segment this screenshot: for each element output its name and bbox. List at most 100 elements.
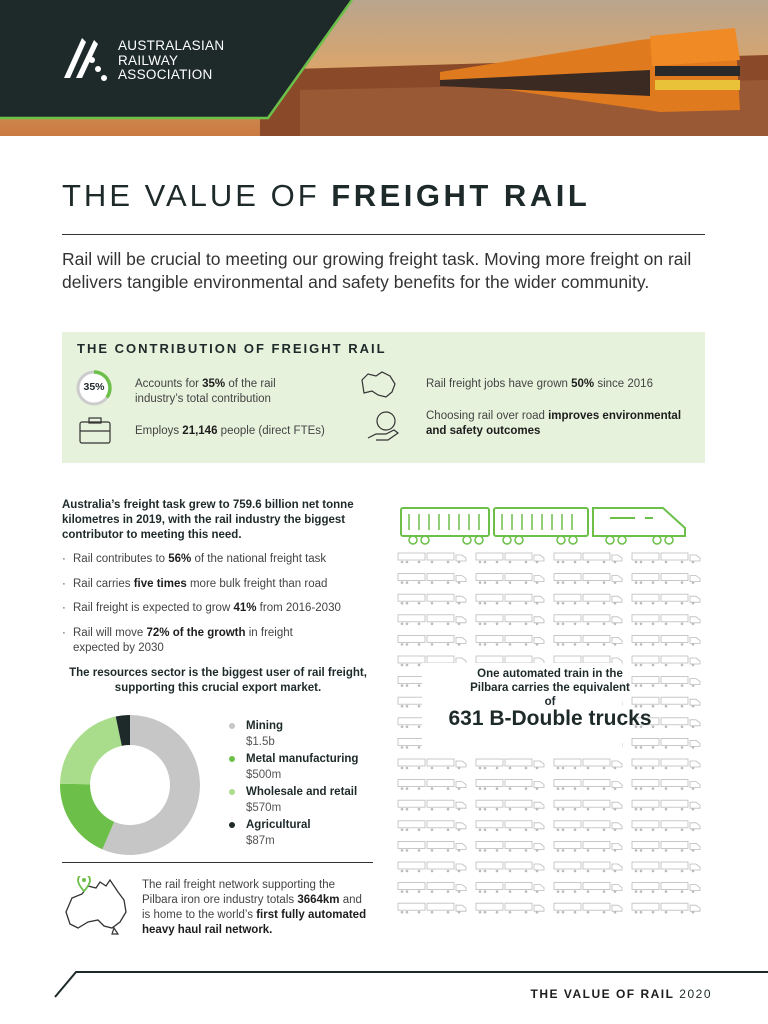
truck-icon: [397, 593, 467, 605]
legend-item: Mining $1.5b: [229, 718, 284, 750]
truck-icon: [553, 634, 623, 647]
truck-icon: [631, 861, 701, 873]
truck-icon: [397, 840, 467, 853]
contribution-box: [62, 332, 705, 463]
footer-year: 2020: [679, 987, 712, 1001]
text-run: from 2016-2030: [256, 602, 341, 614]
truck-icon: [553, 614, 623, 626]
legend-item: Wholesale and retail $570m: [229, 784, 357, 816]
truck-icon: [475, 593, 545, 605]
title-bold: FREIGHT RAIL: [331, 178, 591, 213]
truck-icon: [631, 552, 701, 564]
footer-rule: [54, 971, 768, 998]
text-run: more bulk freight than road: [186, 578, 328, 590]
truck-icon: [475, 882, 545, 894]
truck-icon: [553, 758, 623, 770]
text-run: Rail will move: [73, 627, 147, 639]
text-run: of the rail industry’s total contributio…: [135, 378, 276, 405]
truck-icon: [553, 552, 623, 564]
donut-segment: [102, 715, 201, 855]
truck-icon: [397, 820, 467, 832]
truck-icon: [397, 882, 467, 894]
bullet: Rail carries five times more bulk freigh…: [62, 577, 373, 592]
legend-item: Agricultural $87m: [229, 817, 311, 849]
bold-text: 3664km: [297, 894, 340, 906]
truck-icon: [631, 655, 701, 667]
truck-icon: [475, 902, 545, 914]
legend-label: Mining: [246, 720, 284, 732]
bullet: Rail freight is expected to grow 41% fro…: [62, 601, 373, 616]
truck-count: 631 B-Double trucks: [448, 707, 652, 730]
bold-text: 21,146: [182, 425, 218, 437]
truck-icon: [397, 552, 467, 564]
truck-icon: [553, 593, 623, 605]
truck-icon: [631, 758, 701, 770]
legend-label: Agricultural: [246, 819, 311, 831]
bold-text: 41%: [233, 602, 257, 614]
donut-segment: [115, 715, 130, 746]
text-run: Rail freight is expected to grow: [73, 602, 234, 614]
truck-icon: [553, 882, 623, 894]
logo-line: AUSTRALASIAN: [118, 38, 225, 53]
bold-text: 72% of the growth: [146, 627, 246, 639]
logo-text: AUSTRALASIAN RAILWAY ASSOCIATION: [118, 38, 225, 83]
donut-segment: [60, 716, 122, 785]
truck-graphic: [397, 507, 701, 914]
australia-map-icon: [65, 876, 127, 935]
text-run: Accounts for: [135, 378, 203, 390]
text-run: The rail freight network supporting the …: [142, 879, 336, 906]
truck-icon: [631, 614, 701, 626]
text-run: since 2016: [594, 378, 653, 390]
text-run: Choosing rail over road: [426, 410, 549, 422]
bullet: Rail will move 72% of the growth in frei…: [62, 626, 313, 656]
bold-text: 50%: [571, 378, 595, 390]
text-run: Rail contributes to: [73, 553, 169, 565]
legend-swatch: [229, 723, 235, 729]
text-run: of the national freight task: [191, 553, 327, 565]
truck-icon: [553, 820, 623, 832]
truck-icon: [397, 799, 467, 811]
truck-icon: [631, 882, 701, 894]
truck-icon: [631, 593, 701, 605]
contribution-item: Rail freight jobs have grown 50% since 2…: [426, 377, 696, 392]
truck-icon: [475, 758, 545, 770]
divider: [62, 862, 373, 863]
truck-icon: [631, 799, 701, 811]
truck-icon: [397, 758, 467, 770]
footer: THE VALUE OF RAIL 2020: [531, 987, 713, 1001]
truck-icon: [553, 573, 623, 585]
legend-value: $87m: [246, 835, 275, 847]
contribution-item: Employs 21,146 people (direct FTEs): [135, 424, 345, 439]
truck-caption: One automated train in the Pilbara carri…: [470, 668, 630, 708]
truck-icon: [475, 799, 545, 811]
bullet: Rail contributes to 56% of the national …: [62, 552, 373, 567]
lead-text: Australia’s freight task grew to 759.6 b…: [62, 499, 354, 541]
contribution-icons: [76, 370, 400, 444]
truck-icon: [475, 861, 545, 873]
truck-icon: [475, 820, 545, 832]
truck-icon: [475, 840, 545, 853]
truck-icon: [631, 820, 701, 832]
truck-icon: [397, 614, 467, 626]
footer-bold: THE VALUE OF RAIL: [530, 987, 675, 1001]
intro: Rail will be crucial to meeting our grow…: [62, 249, 692, 292]
truck-icon: [631, 902, 701, 914]
truck-icon: [631, 737, 701, 750]
text-run: in freight expected by 2030: [73, 627, 293, 654]
truck-icon: [631, 779, 701, 791]
truck-icon: [631, 573, 701, 585]
bold-text: 56%: [168, 553, 192, 565]
truck-icon: [553, 902, 623, 914]
text-run: people (direct FTEs): [217, 425, 325, 437]
truck-icon: [553, 840, 623, 853]
truck-icon: [475, 552, 545, 564]
truck-icon: [475, 614, 545, 626]
bold-text: first fully automated heavy haul rail ne…: [142, 909, 367, 936]
truck-icon: [631, 696, 701, 708]
logo-line: RAILWAY: [118, 52, 179, 68]
legend-value: $570m: [246, 802, 282, 814]
text-run: Employs: [135, 425, 183, 437]
box-heading: THE CONTRIBUTION OF FREIGHT RAIL: [77, 341, 387, 356]
contribution-item: Accounts for 35% of the rail industry’s …: [135, 377, 325, 407]
